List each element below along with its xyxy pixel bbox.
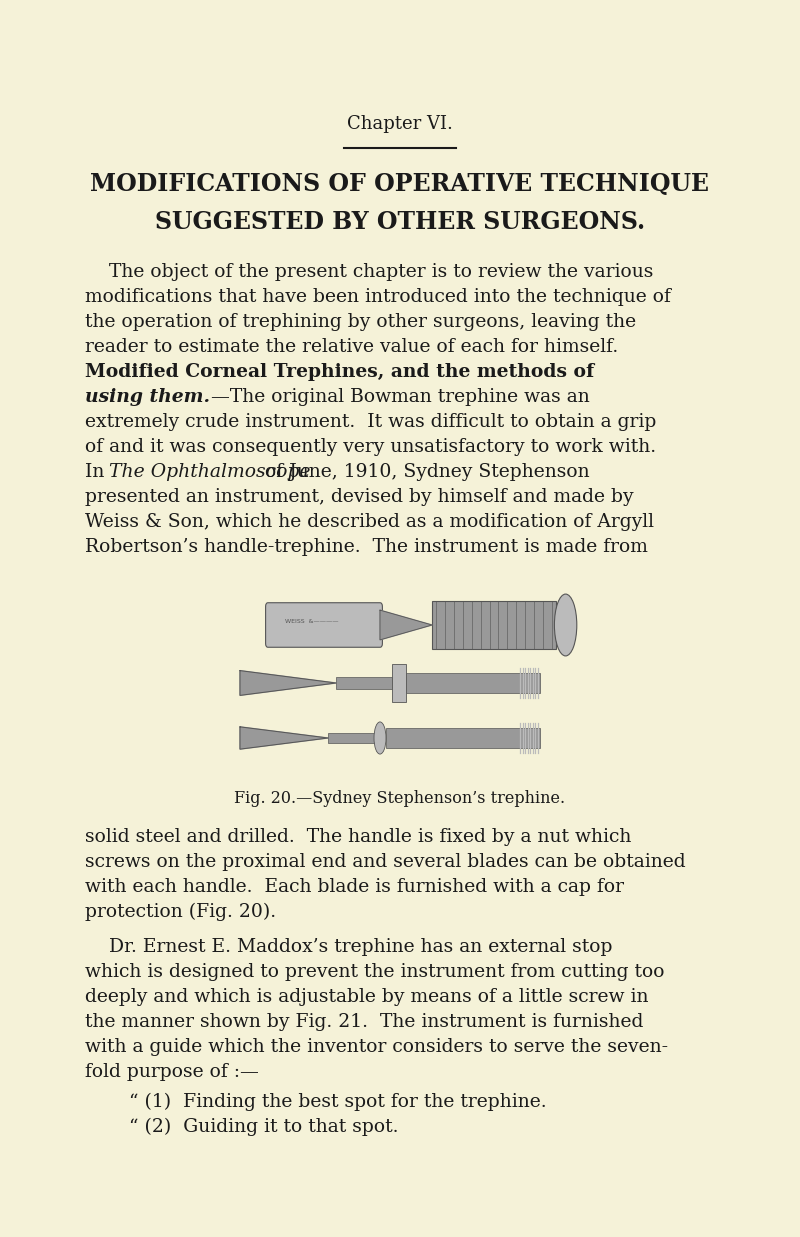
Text: solid steel and drilled.  The handle is fixed by a nut which: solid steel and drilled. The handle is f… [85,828,631,846]
Text: “ (1)  Finding the best spot for the trephine.: “ (1) Finding the best spot for the trep… [129,1094,546,1111]
Text: deeply and which is adjustable by means of a little screw in: deeply and which is adjustable by means … [85,988,649,1006]
Text: The Ophthalmoscope: The Ophthalmoscope [109,463,310,481]
Text: modifications that have been introduced into the technique of: modifications that have been introduced … [85,288,671,306]
Text: of June, 1910, Sydney Stephenson: of June, 1910, Sydney Stephenson [259,463,590,481]
Text: the manner shown by Fig. 21.  The instrument is furnished: the manner shown by Fig. 21. The instrum… [85,1013,643,1030]
Text: WEISS  &————: WEISS &———— [286,618,338,623]
Polygon shape [240,670,336,695]
Polygon shape [240,727,328,750]
Text: Robertson’s handle-trephine.  The instrument is made from: Robertson’s handle-trephine. The instrum… [85,538,648,555]
Bar [432,601,556,648]
Text: screws on the proximal end and several blades can be obtained: screws on the proximal end and several b… [85,854,686,871]
Polygon shape [380,610,432,640]
FancyBboxPatch shape [266,602,382,647]
Text: of and it was consequently very unsatisfactory to work with.: of and it was consequently very unsatisf… [85,438,656,456]
Text: reader to estimate the relative value of each for himself.: reader to estimate the relative value of… [85,338,618,356]
Text: with each handle.  Each blade is furnished with a cap for: with each handle. Each blade is furnishe… [85,878,624,896]
Text: In: In [85,463,110,481]
Text: protection (Fig. 20).: protection (Fig. 20). [85,903,276,922]
Text: Dr. Ernest E. Maddox’s trephine has an external stop: Dr. Ernest E. Maddox’s trephine has an e… [85,938,613,956]
Ellipse shape [554,594,577,656]
Text: MODIFICATIONS OF OPERATIVE TECHNIQUE: MODIFICATIONS OF OPERATIVE TECHNIQUE [90,172,710,195]
Text: extremely crude instrument.  It was difficult to obtain a grip: extremely crude instrument. It was diffi… [85,413,656,430]
Text: —The original Bowman trephine was an: —The original Bowman trephine was an [211,388,590,406]
Bar [392,664,406,701]
Bar [386,729,540,748]
Text: which is designed to prevent the instrument from cutting too: which is designed to prevent the instrum… [85,962,665,981]
Text: “ (2)  Guiding it to that spot.: “ (2) Guiding it to that spot. [129,1118,398,1137]
Text: SUGGESTED BY OTHER SURGEONS.: SUGGESTED BY OTHER SURGEONS. [155,210,645,234]
Text: The object of the present chapter is to review the various: The object of the present chapter is to … [85,263,654,281]
Bar [328,734,380,743]
Text: fold purpose of :—: fold purpose of :— [85,1063,259,1081]
Text: using them.: using them. [85,388,210,406]
Ellipse shape [374,722,386,755]
Text: Weiss & Son, which he described as a modification of Argyll: Weiss & Son, which he described as a mod… [85,513,654,531]
Text: Chapter VI.: Chapter VI. [347,115,453,134]
Text: Fig. 20.—Sydney Stephenson’s trephine.: Fig. 20.—Sydney Stephenson’s trephine. [234,790,566,807]
Bar [336,677,392,689]
Text: with a guide which the inventor considers to serve the seven-: with a guide which the inventor consider… [85,1038,668,1056]
Bar [406,673,540,693]
Text: Modified Corneal Trephines, and the methods of: Modified Corneal Trephines, and the meth… [85,362,594,381]
Text: presented an instrument, devised by himself and made by: presented an instrument, devised by hims… [85,489,634,506]
Text: the operation of trephining by other surgeons, leaving the: the operation of trephining by other sur… [85,313,636,332]
